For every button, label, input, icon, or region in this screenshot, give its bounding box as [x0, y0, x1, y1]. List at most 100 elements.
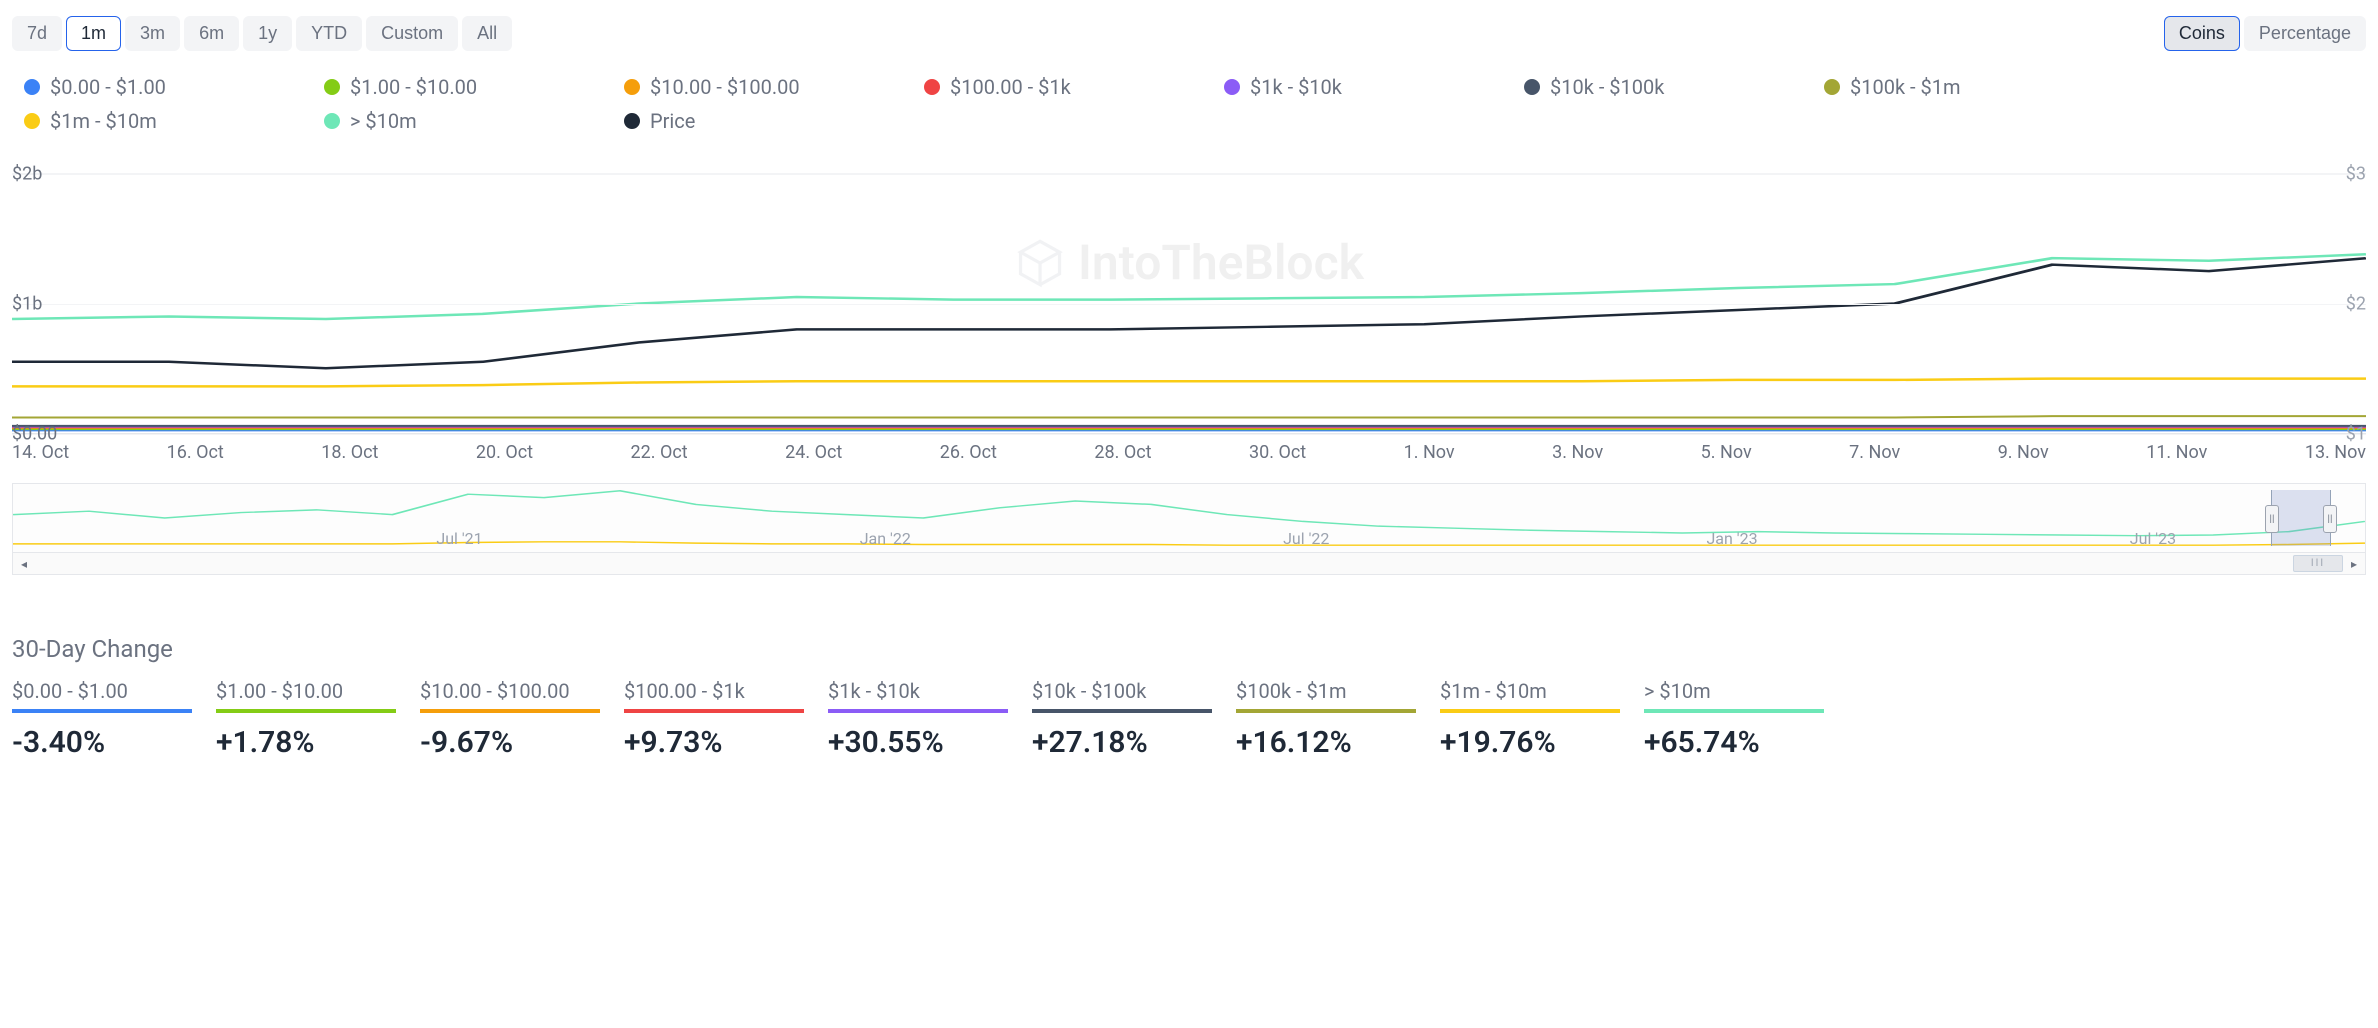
change-range-label: $1.00 - $10.00: [216, 679, 396, 713]
legend-dot-icon: [324, 113, 340, 129]
mode-toggle-coins[interactable]: Coins: [2164, 16, 2240, 51]
change-range-label: $100k - $1m: [1236, 679, 1416, 713]
legend-label: $100.00 - $1k: [950, 75, 1071, 99]
time-range-1y[interactable]: 1y: [243, 16, 292, 51]
y-axis-left-label: $0.00: [12, 424, 57, 445]
legend-dot-icon: [624, 113, 640, 129]
top-bar: 7d1m3m6m1yYTDCustomAll CoinsPercentage: [12, 16, 2366, 51]
legend-dot-icon: [624, 79, 640, 95]
change-item: $100k - $1m +16.12%: [1236, 679, 1416, 760]
legend-dot-icon: [324, 79, 340, 95]
x-axis-tick: 18. Oct: [321, 442, 378, 463]
change-range-label: $0.00 - $1.00: [12, 679, 192, 713]
gridline: [12, 174, 2366, 175]
chart-navigator[interactable]: || || Jul '21Jan '22Jul '22Jan '23Jul '2…: [12, 483, 2366, 553]
legend-item[interactable]: $1m - $10m: [24, 109, 324, 133]
time-range-ytd[interactable]: YTD: [296, 16, 362, 51]
change-item: $10k - $100k+27.18%: [1032, 679, 1212, 760]
legend-label: $10.00 - $100.00: [650, 75, 800, 99]
gridline: [12, 434, 2366, 435]
time-range-3m[interactable]: 3m: [125, 16, 180, 51]
change-value: +9.73%: [624, 725, 804, 760]
legend-item[interactable]: $0.00 - $1.00: [24, 75, 324, 99]
legend-item[interactable]: $100k - $1m: [1824, 75, 2124, 99]
x-axis-tick: 1. Nov: [1404, 442, 1455, 463]
navigator-selection[interactable]: || ||: [2271, 490, 2331, 546]
navigator-x-label: Jul '23: [2130, 529, 2176, 548]
legend-dot-icon: [1224, 79, 1240, 95]
legend-item[interactable]: > $10m: [324, 109, 624, 133]
legend-dot-icon: [1824, 79, 1840, 95]
change-item: $1k - $10k +30.55%: [828, 679, 1008, 760]
time-range-custom[interactable]: Custom: [366, 16, 458, 51]
chart-x-axis: 14. Oct16. Oct18. Oct20. Oct22. Oct24. O…: [12, 433, 2366, 463]
legend-label: $0.00 - $1.00: [50, 75, 166, 99]
change-section-title: 30-Day Change: [12, 635, 2366, 663]
legend-label: $1k - $10k: [1250, 75, 1342, 99]
legend-item[interactable]: Price: [624, 109, 924, 133]
legend-label: $10k - $100k: [1550, 75, 1664, 99]
y-axis-right-label: $3: [2346, 164, 2366, 185]
change-value: +16.12%: [1236, 725, 1416, 760]
mode-toggle-percentage[interactable]: Percentage: [2244, 16, 2366, 51]
change-value: +27.18%: [1032, 725, 1212, 760]
time-range-7d[interactable]: 7d: [12, 16, 62, 51]
navigator-svg: [13, 484, 2365, 552]
scroll-left-arrow[interactable]: ◂: [13, 557, 35, 571]
time-range-1m[interactable]: 1m: [66, 16, 121, 51]
change-item: $1m - $10m +19.76%: [1440, 679, 1620, 760]
x-axis-tick: 14. Oct: [12, 442, 69, 463]
navigator-x-label: Jul '21: [436, 529, 482, 548]
legend-label: > $10m: [350, 109, 417, 133]
change-range-label: > $10m: [1644, 679, 1824, 713]
chart-plot-area[interactable]: IntoTheBlock $0.00$1b$2b$1$2$3: [12, 173, 2366, 433]
mode-toggle-group: CoinsPercentage: [2164, 16, 2366, 51]
change-range-label: $1k - $10k: [828, 679, 1008, 713]
scroll-thumb[interactable]: III: [2293, 555, 2343, 572]
x-axis-tick: 3. Nov: [1552, 442, 1603, 463]
main-chart: IntoTheBlock $0.00$1b$2b$1$2$3 14. Oct 16…: [12, 173, 2366, 463]
legend-item[interactable]: $10.00 - $100.00: [624, 75, 924, 99]
navigator-line: [13, 491, 2365, 536]
change-value: +30.55%: [828, 725, 1008, 760]
legend-dot-icon: [924, 79, 940, 95]
change-range-label: $10.00 - $100.00: [420, 679, 600, 713]
legend-label: $1.00 - $10.00: [350, 75, 477, 99]
time-range-6m[interactable]: 6m: [184, 16, 239, 51]
legend-dot-icon: [1524, 79, 1540, 95]
navigator-line: [13, 542, 2365, 545]
series-line-100k-1m: [12, 416, 2366, 417]
legend-item[interactable]: $1.00 - $10.00: [324, 75, 624, 99]
navigator-handle-left[interactable]: ||: [2265, 505, 2279, 533]
time-range-all[interactable]: All: [462, 16, 512, 51]
x-axis-tick: 16. Oct: [167, 442, 224, 463]
scroll-track[interactable]: III: [35, 553, 2343, 574]
change-range-label: $1m - $10m: [1440, 679, 1620, 713]
legend-label: Price: [650, 109, 695, 133]
scroll-right-arrow[interactable]: ▸: [2343, 557, 2365, 571]
legend-item[interactable]: $10k - $100k: [1524, 75, 1824, 99]
change-value: +19.76%: [1440, 725, 1620, 760]
legend-dot-icon: [24, 113, 40, 129]
y-axis-right-label: $2: [2346, 294, 2366, 315]
change-value: +1.78%: [216, 725, 396, 760]
navigator-x-label: Jan '22: [860, 529, 911, 548]
navigator-handle-right[interactable]: ||: [2323, 505, 2337, 533]
legend-item[interactable]: $100.00 - $1k: [924, 75, 1224, 99]
navigator-x-label: Jul '22: [1283, 529, 1329, 548]
legend-item[interactable]: $1k - $10k: [1224, 75, 1524, 99]
legend-label: $1m - $10m: [50, 109, 157, 133]
change-value: -9.67%: [420, 725, 600, 760]
x-axis-tick: 26. Oct: [940, 442, 997, 463]
x-axis-tick: 24. Oct: [785, 442, 842, 463]
legend-label: $100k - $1m: [1850, 75, 1961, 99]
x-axis-tick: 20. Oct: [476, 442, 533, 463]
change-item: > $10m+65.74%: [1644, 679, 1824, 760]
series-line-1m-10m: [12, 379, 2366, 387]
legend-dot-icon: [24, 79, 40, 95]
change-item: $1.00 - $10.00 +1.78%: [216, 679, 396, 760]
navigator-scrollbar[interactable]: ◂ III ▸: [12, 553, 2366, 575]
x-axis-tick: 7. Nov: [1849, 442, 1900, 463]
time-range-group: 7d1m3m6m1yYTDCustomAll: [12, 16, 512, 51]
change-grid: $0.00 - $1.00-3.40%$1.00 - $10.00+1.78%$…: [12, 679, 2366, 760]
